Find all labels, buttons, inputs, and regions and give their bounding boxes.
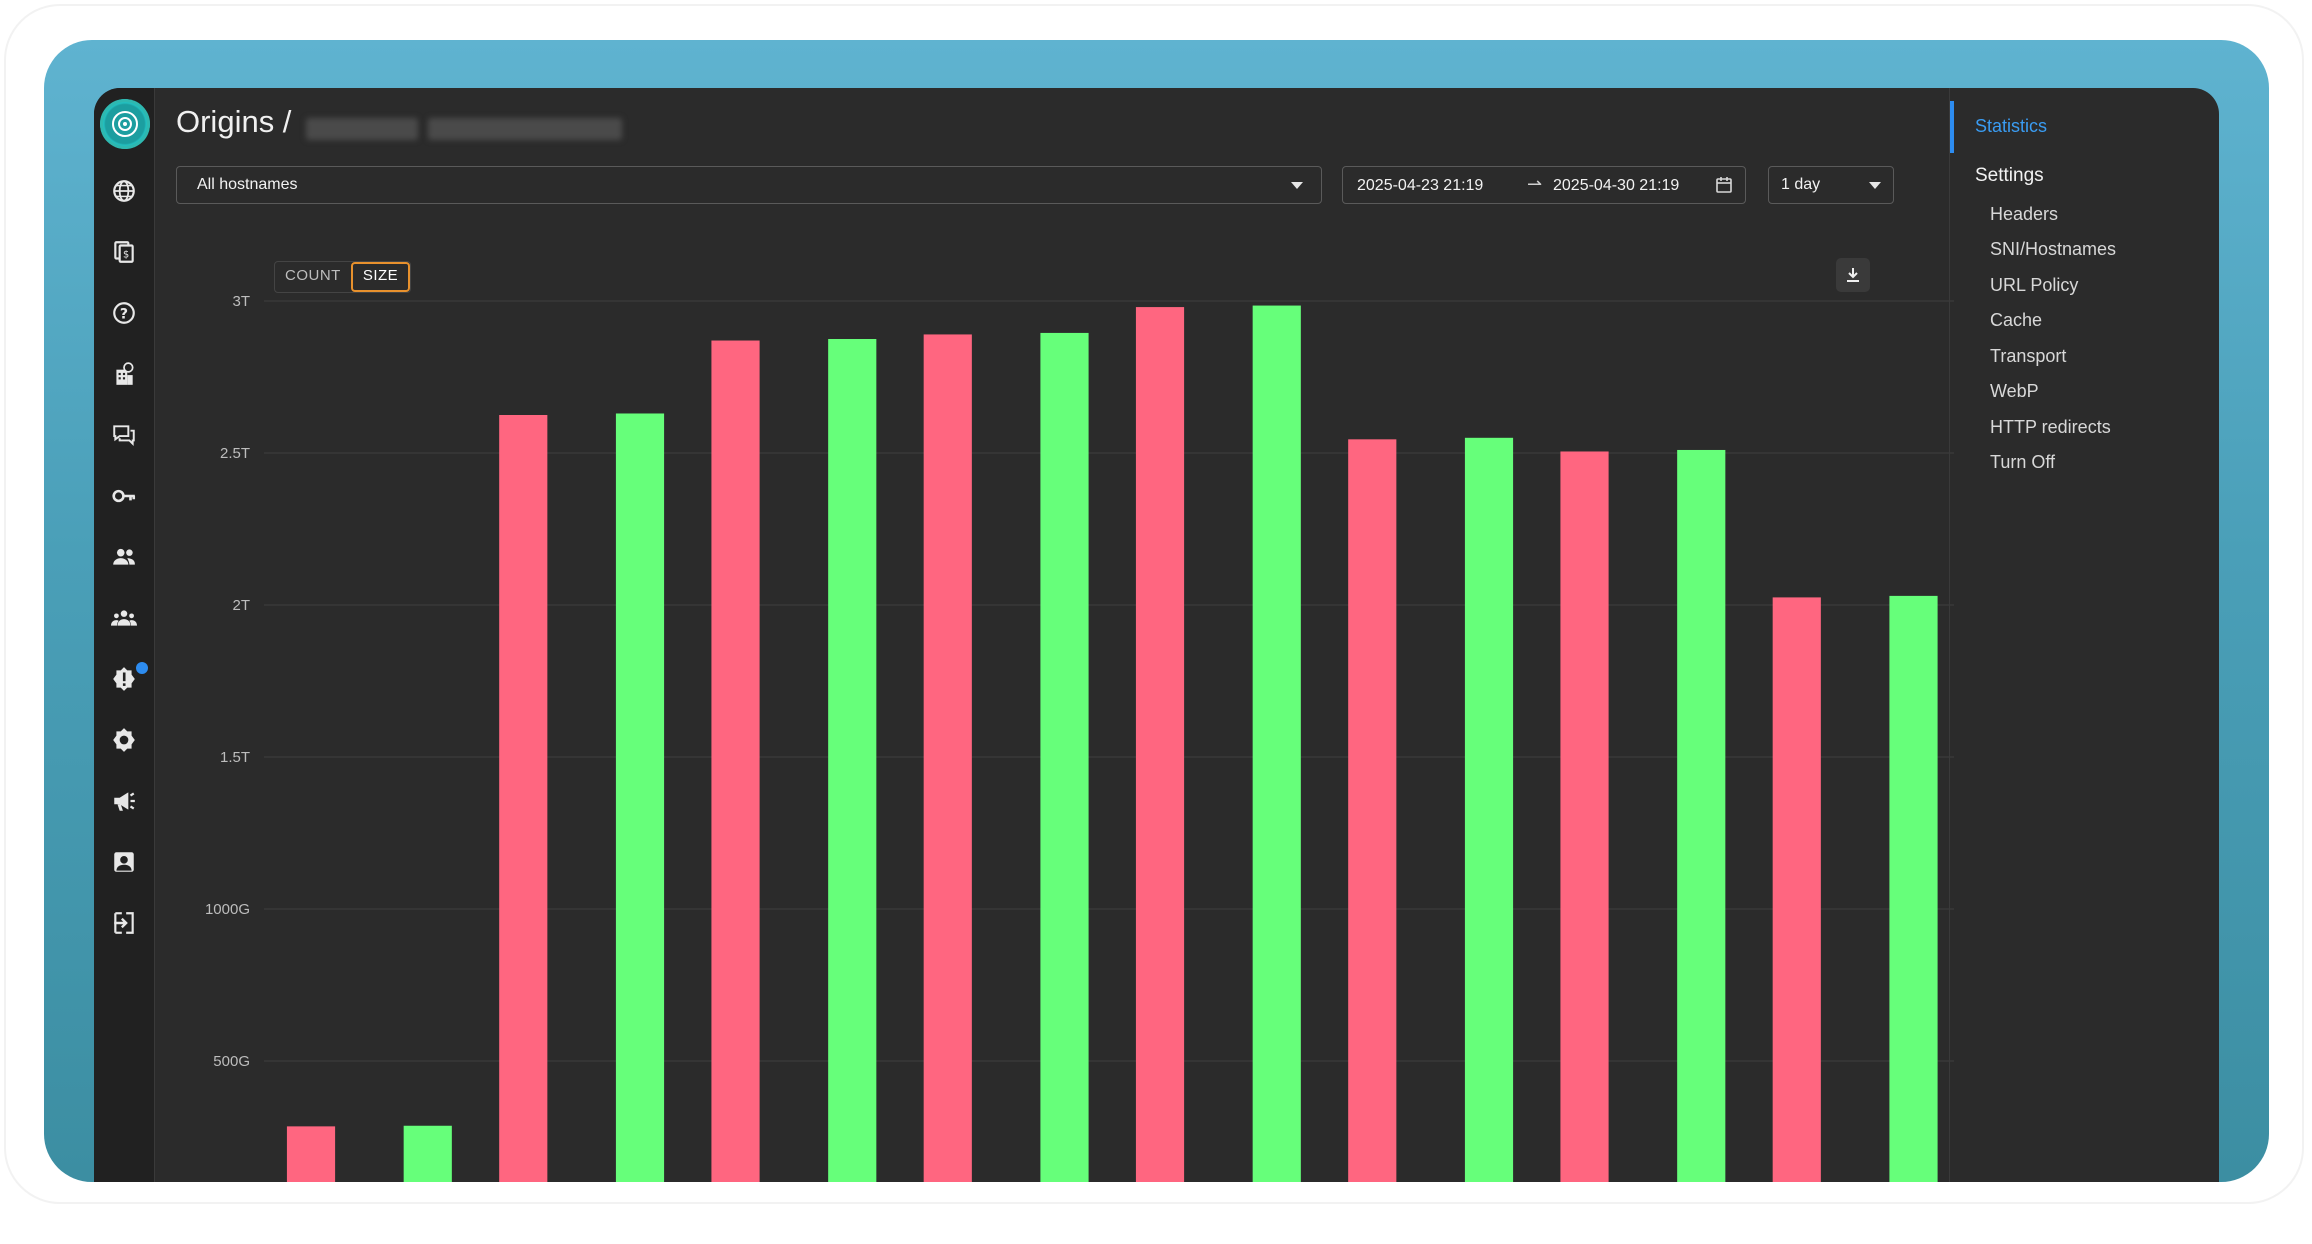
download-button[interactable] [1836, 258, 1870, 292]
metric-toggle: COUNT SIZE [274, 261, 412, 293]
active-indicator [1950, 101, 1954, 153]
nav-http-redirects[interactable]: HTTP redirects [1990, 417, 2111, 437]
brand-logo-glyph [112, 111, 138, 137]
arrow-right-icon: ⇀ [1527, 174, 1543, 194]
count-toggle-button[interactable]: COUNT [285, 267, 341, 284]
redacted-origin-name [306, 118, 418, 140]
building-icon[interactable] [109, 359, 139, 389]
bar-series-2-cat-1[interactable] [615, 413, 665, 1182]
brand-logo-icon[interactable] [100, 99, 150, 149]
left-navigation-rail: $ ? [94, 88, 155, 1182]
size-toggle-button[interactable]: SIZE [350, 262, 411, 292]
notification-dot [136, 662, 148, 674]
nav-transport[interactable]: Transport [1990, 346, 2067, 366]
chevron-down-icon [1291, 182, 1303, 189]
nav-sni-hostnames[interactable]: SNI/Hostnames [1990, 239, 2117, 259]
hostname-select[interactable]: All hostnames [176, 166, 1322, 204]
bar-series-2-cat-6[interactable] [1677, 449, 1726, 1182]
date-range-picker[interactable]: 2025-04-23 21:19 ⇀ 2025-04-30 21:19 [1342, 166, 1746, 204]
bar-series-0-cat-4[interactable] [1135, 307, 1185, 1182]
date-end[interactable]: 2025-04-30 21:19 [1553, 177, 1680, 194]
calendar-icon[interactable] [1715, 176, 1733, 199]
hostname-select-value: All hostnames [197, 176, 298, 193]
y-tick-label: 2T [232, 597, 250, 614]
bar-series-0-cat-2[interactable] [711, 340, 760, 1182]
nav-webp[interactable]: WebP [1990, 381, 2039, 401]
chat-bubbles-icon[interactable] [109, 420, 139, 450]
nav-cache[interactable]: Cache [1990, 310, 2043, 330]
redacted-origin-name-2 [428, 118, 622, 140]
nav-settings[interactable]: Settings [1975, 165, 2044, 186]
y-tick-label: 2.5T [220, 445, 250, 462]
account-box-icon[interactable] [109, 847, 139, 877]
app-window: $ ? [94, 88, 2219, 1182]
y-tick-label: 3T [232, 293, 250, 310]
y-tick-label: 1.5T [220, 749, 250, 766]
interval-select[interactable]: 1 day [1768, 166, 1894, 204]
date-start[interactable]: 2025-04-23 21:19 [1357, 177, 1484, 194]
settings-gear-icon[interactable] [109, 725, 139, 755]
window-backdrop: $ ? [44, 40, 2269, 1182]
alert-badge-icon[interactable] [109, 664, 139, 694]
bar-series-2-cat-0[interactable] [403, 1125, 452, 1182]
svg-text:?: ? [120, 306, 128, 322]
bar-series-0-cat-1[interactable] [499, 415, 548, 1182]
bar-series-0-cat-7[interactable] [1772, 597, 1821, 1182]
nav-url-policy[interactable]: URL Policy [1990, 275, 2079, 295]
key-icon[interactable] [109, 481, 139, 511]
download-icon [1847, 268, 1859, 282]
logout-icon[interactable] [109, 908, 139, 938]
y-tick-label: 1000G [205, 901, 250, 918]
svg-text:$: $ [123, 249, 129, 260]
help-circle-icon[interactable]: ? [109, 298, 139, 328]
device-frame [4, 4, 2304, 1204]
nav-turn-off[interactable]: Turn Off [1990, 452, 2056, 472]
bar-series-2-cat-2[interactable] [828, 339, 877, 1182]
chevron-down-icon [1869, 182, 1881, 189]
right-settings-panel: Statistics Settings Headers SNI/Hostname… [1949, 88, 2219, 1182]
y-tick-label: 500G [213, 1053, 250, 1070]
interval-select-value: 1 day [1781, 176, 1821, 193]
megaphone-icon[interactable] [109, 786, 139, 816]
bar-series-2-cat-7[interactable] [1889, 595, 1938, 1182]
bar-series-2-cat-4[interactable] [1252, 305, 1301, 1182]
users-icon[interactable] [109, 542, 139, 572]
nav-headers[interactable]: Headers [1990, 204, 2059, 224]
page-title: Origins / [176, 104, 292, 139]
bar-series-2-cat-3[interactable] [1040, 332, 1089, 1182]
globe-icon[interactable] [109, 176, 139, 206]
billing-document-icon[interactable]: $ [109, 237, 139, 267]
bar-series-0-cat-6[interactable] [1560, 451, 1609, 1182]
bar-series-0-cat-5[interactable] [1348, 439, 1397, 1182]
bar-series-2-cat-5[interactable] [1464, 437, 1514, 1182]
team-icon[interactable] [109, 603, 139, 633]
bar-series-0-cat-3[interactable] [923, 334, 972, 1182]
nav-statistics[interactable]: Statistics [1975, 116, 2048, 136]
bar-series-0-cat-0[interactable] [286, 1126, 336, 1182]
